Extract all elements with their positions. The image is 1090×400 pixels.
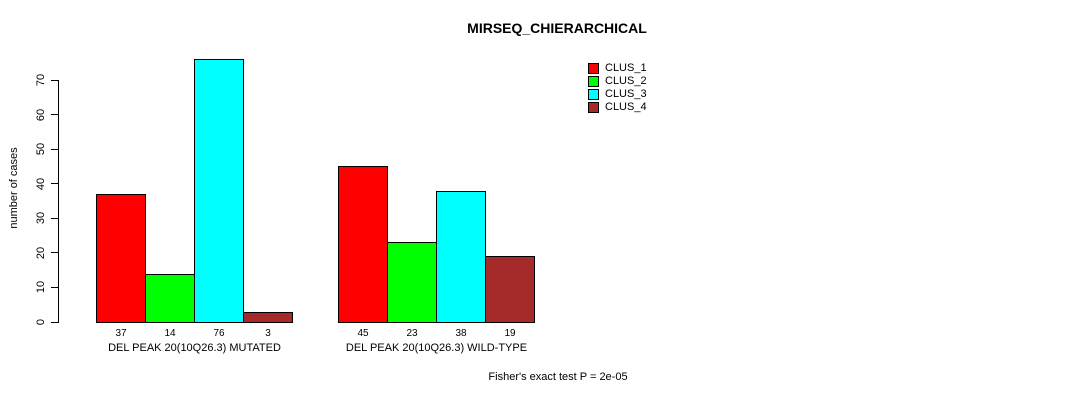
y-tick — [51, 286, 58, 288]
y-tick-label: 60 — [35, 108, 47, 121]
legend-label: CLUS_2 — [605, 75, 647, 87]
bar-clus_3 — [194, 59, 244, 323]
y-tick-label: 40 — [35, 177, 47, 190]
legend-swatch-icon — [588, 102, 599, 113]
y-tick-label: 0 — [35, 318, 47, 326]
y-tick-label: 70 — [35, 73, 47, 87]
bar-clus_1 — [338, 166, 388, 323]
y-tick — [51, 252, 58, 254]
bar-value-label: 19 — [504, 328, 516, 339]
legend-swatch-icon — [588, 76, 599, 87]
y-axis-title: number of cases — [8, 147, 20, 229]
bar-value-label: 23 — [406, 328, 418, 339]
bar-clus_2 — [145, 273, 195, 323]
bar-value-label: 14 — [164, 328, 176, 339]
legend-swatch-icon — [588, 63, 599, 74]
y-tick — [51, 148, 58, 150]
y-tick — [51, 321, 58, 323]
legend-item: CLUS_1 — [588, 63, 647, 74]
legend-swatch-icon — [588, 89, 599, 100]
x-group-label: DEL PEAK 20(10Q26.3) WILD-TYPE — [345, 342, 528, 354]
legend-item: CLUS_2 — [588, 76, 647, 87]
bar-value-label: 37 — [115, 328, 127, 339]
y-tick — [51, 183, 58, 185]
y-tick-label: 20 — [35, 246, 47, 259]
bar-clus_1 — [96, 194, 146, 323]
y-tick — [51, 79, 58, 81]
y-tick-label: 50 — [35, 143, 47, 156]
y-tick — [51, 217, 58, 219]
bar-value-label: 45 — [357, 328, 369, 339]
chart-title: MIRSEQ_CHIERARCHICAL — [467, 20, 647, 36]
legend: CLUS_1 CLUS_2 CLUS_3 CLUS_4 — [588, 63, 647, 113]
bar-clus_2 — [387, 242, 437, 323]
y-tick — [51, 114, 58, 116]
legend-label: CLUS_3 — [605, 88, 647, 100]
bar-clus_3 — [436, 190, 486, 323]
y-axis-line — [58, 80, 59, 323]
legend-item: CLUS_4 — [588, 102, 647, 113]
legend-label: CLUS_1 — [605, 62, 647, 74]
legend-label: CLUS_4 — [605, 101, 647, 113]
legend-item: CLUS_3 — [588, 89, 647, 100]
y-tick-label: 10 — [35, 281, 47, 294]
stat-test-annotation: Fisher's exact test P = 2e-05 — [488, 371, 628, 383]
bar-value-label: 3 — [265, 328, 271, 339]
bar-clus_4 — [485, 256, 535, 323]
y-tick-label: 30 — [35, 212, 47, 225]
bar-clus_4 — [243, 311, 293, 323]
x-group-label: DEL PEAK 20(10Q26.3) MUTATED — [108, 342, 281, 354]
bar-value-label: 38 — [455, 328, 467, 339]
bar-value-label: 76 — [213, 328, 225, 339]
